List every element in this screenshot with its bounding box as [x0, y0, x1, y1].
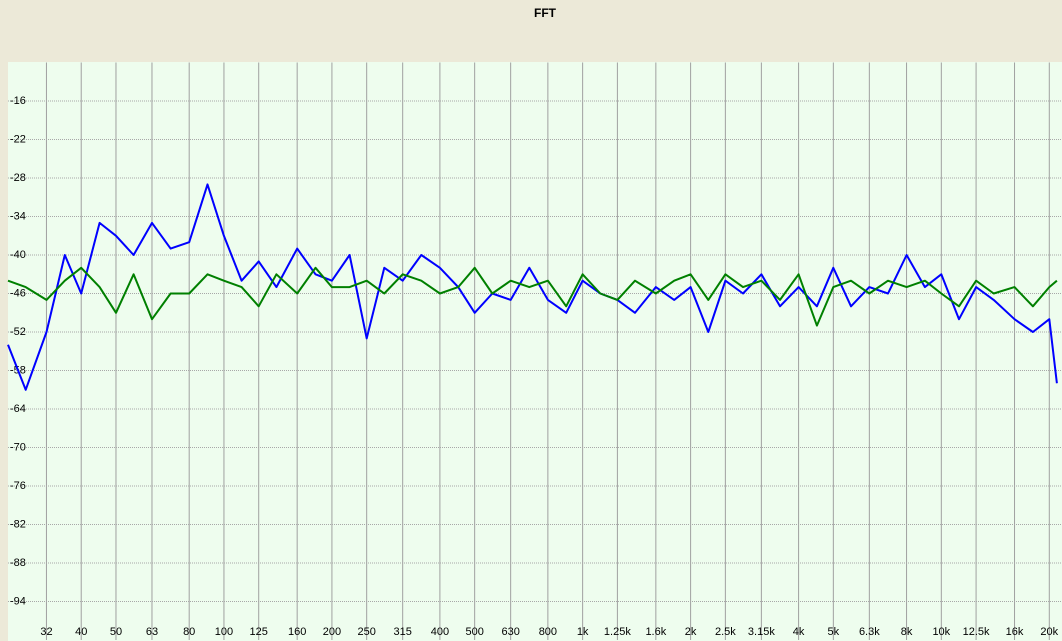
x-tick-label: 2.5k	[715, 626, 736, 638]
x-tick-label: 12.5k	[963, 626, 990, 638]
y-tick-label: -88	[10, 557, 26, 569]
x-tick-label: 6.3k	[859, 626, 880, 638]
data-line	[7, 266, 1058, 327]
x-tick-label: 1.6k	[645, 626, 666, 638]
x-tick-label: 160	[288, 626, 306, 638]
plot-area	[8, 62, 1062, 641]
x-tick-label: 800	[539, 626, 557, 638]
x-tick-label: 80	[183, 626, 195, 638]
x-tick-label: 500	[465, 626, 483, 638]
y-tick-label: -70	[10, 441, 26, 453]
x-tick-label: 8k	[901, 626, 913, 638]
chart-title: FFT	[534, 6, 557, 20]
x-tick-label: 1k	[577, 626, 589, 638]
x-tick-label: 200	[323, 626, 341, 638]
x-tick-label: 5k	[828, 626, 840, 638]
y-tick-label: -28	[10, 172, 26, 184]
y-tick-label: -34	[10, 210, 26, 222]
x-tick-label: 250	[358, 626, 376, 638]
y-tick-label: -82	[10, 518, 26, 530]
y-tick-label: -46	[10, 287, 26, 299]
x-tick-label: 10k	[932, 626, 950, 638]
x-tick-label: 315	[394, 626, 412, 638]
x-tick-label: 16k	[1006, 626, 1024, 638]
x-tick-label: 630	[501, 626, 519, 638]
x-tick-label: 32	[40, 626, 52, 638]
x-tick-label: 400	[431, 626, 449, 638]
x-tick-label: 3.15k	[748, 626, 775, 638]
x-tick-label: 40	[75, 626, 87, 638]
x-tick-label: 50	[110, 626, 122, 638]
x-tick-label: 125	[250, 626, 268, 638]
x-tick-label: 4k	[793, 626, 805, 638]
y-tick-label: -64	[10, 403, 26, 415]
y-tick-label: -94	[10, 595, 26, 607]
y-tick-label: -22	[10, 133, 26, 145]
x-tick-label: 20k	[1040, 626, 1058, 638]
x-tick-label: 100	[215, 626, 233, 638]
y-tick-label: -16	[10, 95, 26, 107]
y-tick-label: -52	[10, 326, 26, 338]
x-tick-label: 2k	[685, 626, 697, 638]
y-tick-label: -40	[10, 249, 26, 261]
x-tick-label: 63	[146, 626, 158, 638]
y-tick-label: -76	[10, 480, 26, 492]
x-tick-label: 1.25k	[604, 626, 631, 638]
